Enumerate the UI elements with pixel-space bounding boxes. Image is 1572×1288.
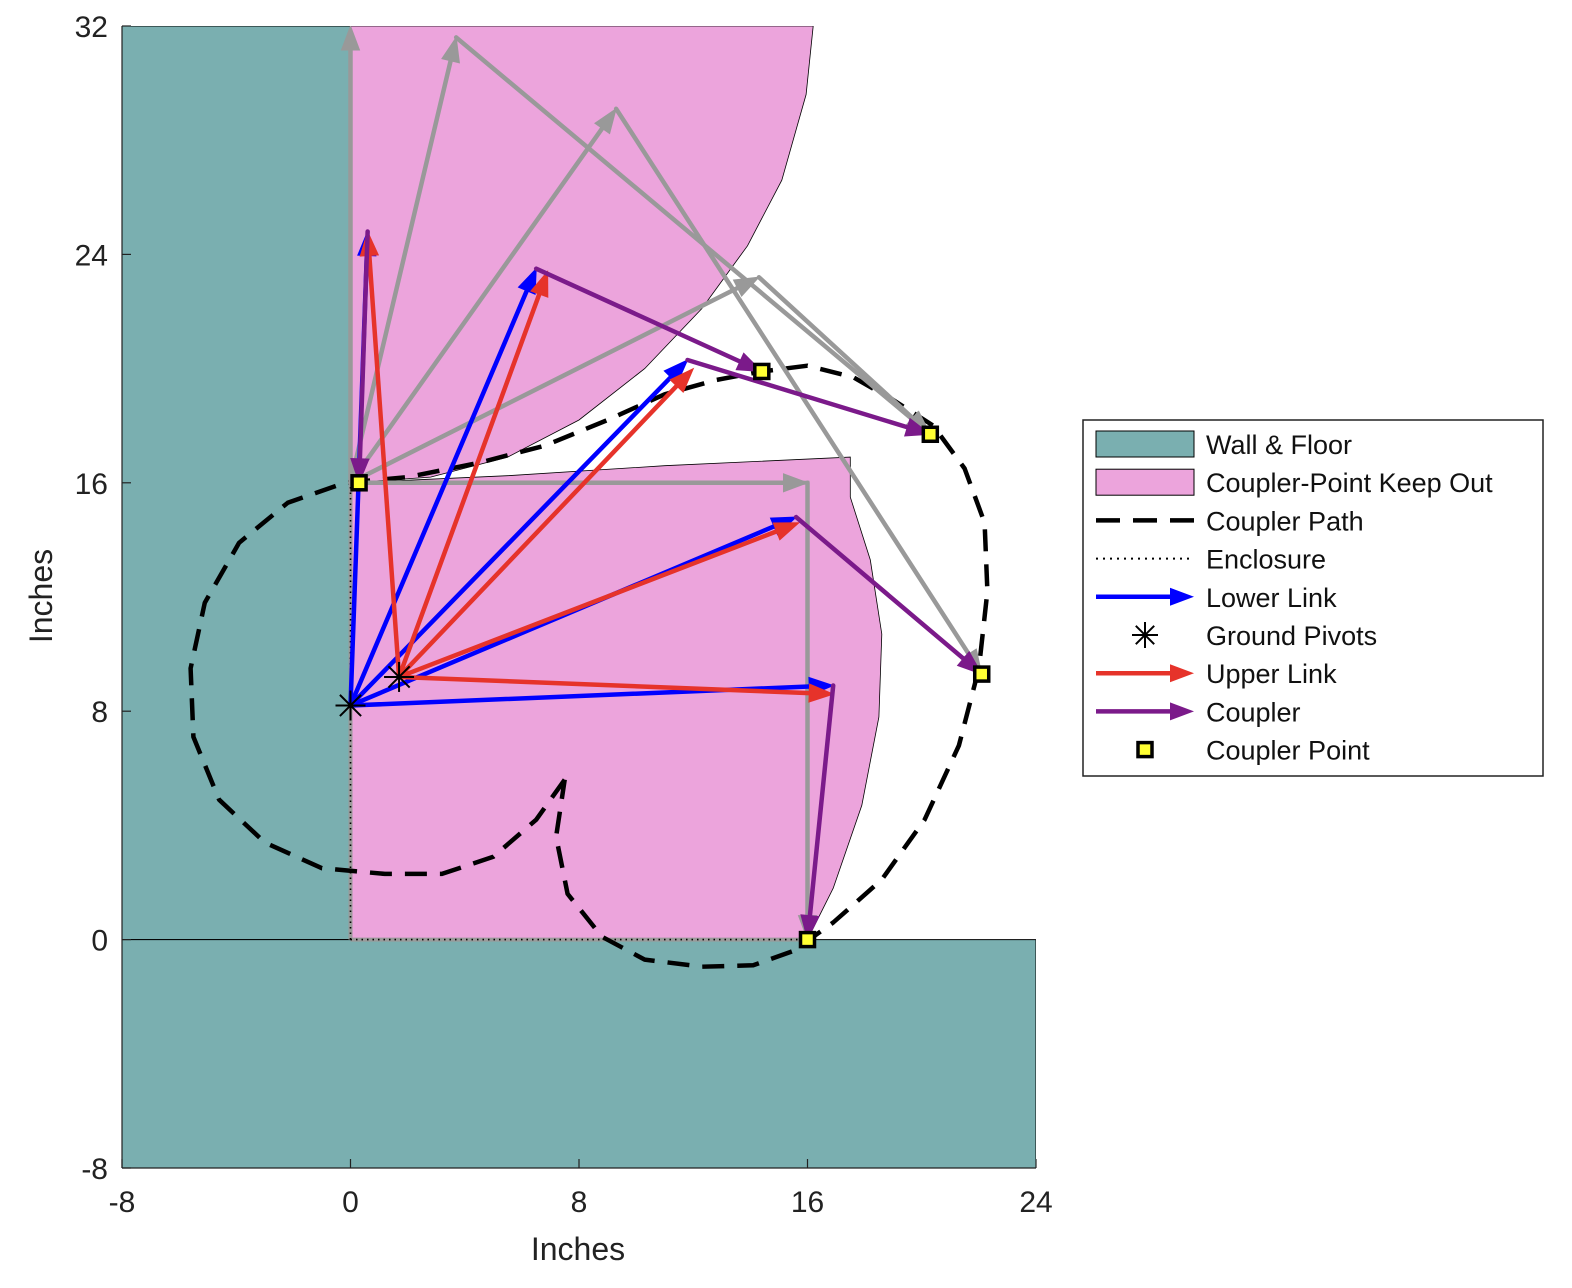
- upper-link-arrow: [396, 674, 835, 703]
- lower-link-arrow-head: [663, 358, 689, 385]
- legend-entry: Coupler Point: [1136, 736, 1370, 766]
- legend-asterisk-swatch: [1132, 622, 1158, 648]
- coupler-point-marker: [753, 362, 771, 381]
- legend-arrow-head: [1170, 587, 1194, 606]
- ghost-arrow-shaft: [613, 106, 971, 657]
- coupler-arrow-shaft: [685, 357, 910, 430]
- coupler-arrow-shaft: [533, 266, 743, 364]
- upper-link-arrow: [396, 270, 549, 680]
- legend-label: Lower Link: [1206, 583, 1337, 613]
- legend-entry: Lower Link: [1096, 583, 1337, 613]
- ghost-arrow-shaft: [453, 35, 915, 422]
- legend-label: Ground Pivots: [1206, 621, 1377, 651]
- upper-link-arrow-head: [808, 683, 835, 703]
- coupler-point-marker: [921, 425, 940, 444]
- legend-label: Upper Link: [1206, 659, 1337, 689]
- coupler-point-marker: [350, 474, 368, 492]
- legend-patch-swatch: [1095, 468, 1195, 496]
- ghost-arrow: [340, 26, 361, 486]
- legend-entry: Enclosure: [1096, 545, 1326, 575]
- ghost-arrow-shaft: [348, 58, 453, 486]
- lower-link-arrow: [348, 267, 537, 708]
- x-tick-label: 24: [1019, 1186, 1052, 1219]
- lower-link-arrow-head: [517, 267, 537, 296]
- axes: -8 0 8 16 24 -8 0 8 16 24 32: [75, 11, 1053, 1219]
- lower-link-arrow-shaft: [348, 288, 530, 708]
- legend-entry: Coupler: [1096, 697, 1301, 727]
- x-tick-label: 0: [342, 1186, 359, 1219]
- keep-out-patch: [350, 456, 883, 940]
- upper-link-arrow: [396, 367, 695, 680]
- wall-floor-patch: [122, 939, 1036, 1168]
- ghost-arrow-head: [340, 26, 361, 51]
- ghost-arrow: [348, 107, 617, 486]
- y-tick-label: 0: [91, 925, 108, 958]
- coupler-arrow-shaft: [807, 683, 836, 918]
- legend-arrow-head: [1170, 702, 1194, 721]
- y-tick-label: 8: [91, 696, 108, 729]
- coupler-point-marker: [798, 930, 817, 949]
- coupler-arrow: [350, 229, 370, 485]
- upper-link-arrow-head: [669, 367, 695, 394]
- ghost-arrow-head: [594, 107, 617, 135]
- ghost-arrow-head: [783, 473, 809, 493]
- ghost-arrow-head: [441, 36, 460, 64]
- upper-link-arrow-shaft: [396, 529, 779, 680]
- legend-label: Coupler-Point Keep Out: [1206, 468, 1493, 498]
- ghost-arrow-shaft: [348, 126, 605, 486]
- legend-entry: Coupler-Point Keep Out: [1095, 468, 1493, 498]
- coupler-arrow-head: [350, 457, 370, 485]
- ground-pivot-marker-stroke: [339, 694, 362, 717]
- ground-pivot-marker-stroke: [387, 665, 411, 689]
- upper-link-arrow-shaft: [367, 253, 402, 680]
- upper-link-arrow: [396, 522, 801, 680]
- legend-entry: Wall & Floor: [1095, 430, 1352, 460]
- legend-label: Coupler: [1206, 697, 1301, 727]
- lower-link-arrow: [348, 358, 689, 708]
- lower-link-arrow-shaft: [348, 374, 674, 708]
- coupler-arrow-shaft: [793, 514, 966, 661]
- legend-square-swatch: [1136, 740, 1154, 759]
- keep-out-patch: [350, 26, 814, 484]
- legend-entry: Ground Pivots: [1132, 621, 1377, 651]
- legend-label: Coupler Point: [1206, 736, 1370, 766]
- x-tick-label: 8: [571, 1186, 588, 1219]
- legend-entry: Upper Link: [1096, 659, 1337, 689]
- x-tick-label: -8: [109, 1186, 136, 1219]
- coupler-point-marker: [972, 665, 991, 683]
- x-axis-label: Inches: [531, 1231, 625, 1267]
- legend-label: Enclosure: [1206, 545, 1326, 575]
- upper-link-arrow-shaft: [396, 291, 542, 680]
- ghost-arrow: [348, 36, 460, 486]
- ground-pivot-marker: [384, 661, 415, 692]
- ground-pivot-marker: [335, 690, 366, 721]
- coupler-arrow-head: [800, 914, 820, 942]
- ghost-arrow-shaft: [348, 285, 740, 486]
- y-tick-label: 32: [75, 11, 108, 44]
- legend-label: Coupler Path: [1206, 506, 1364, 536]
- x-tick-label: 16: [791, 1186, 824, 1219]
- y-tick-label: -8: [81, 1153, 108, 1186]
- ghost-arrow-shaft: [756, 274, 915, 421]
- legend-patch-swatch: [1095, 430, 1195, 458]
- plot-area: [122, 26, 1036, 1168]
- upper-link-arrow-shaft: [396, 383, 679, 680]
- legend-arrow-head: [1170, 664, 1194, 683]
- legend-asterisk-swatch-stroke: [1135, 625, 1155, 645]
- upper-link-arrow-head: [530, 270, 549, 298]
- wall-floor-patch: [122, 26, 351, 941]
- y-tick-label: 16: [75, 468, 108, 501]
- upper-link-arrow-head: [772, 522, 801, 541]
- y-tick-label: 24: [75, 239, 108, 272]
- y-axis-label: Inches: [23, 549, 59, 643]
- ghost-arrow: [756, 274, 932, 436]
- coupler-arrow-shaft: [357, 229, 370, 462]
- coupler-arrow: [800, 683, 836, 942]
- legend: Wall & Floor Coupler-Point Keep Out Couple…: [1082, 419, 1544, 777]
- upper-link-arrow-shaft: [396, 674, 812, 696]
- legend-entry: Coupler Path: [1096, 506, 1364, 536]
- legend-label: Wall & Floor: [1206, 430, 1352, 460]
